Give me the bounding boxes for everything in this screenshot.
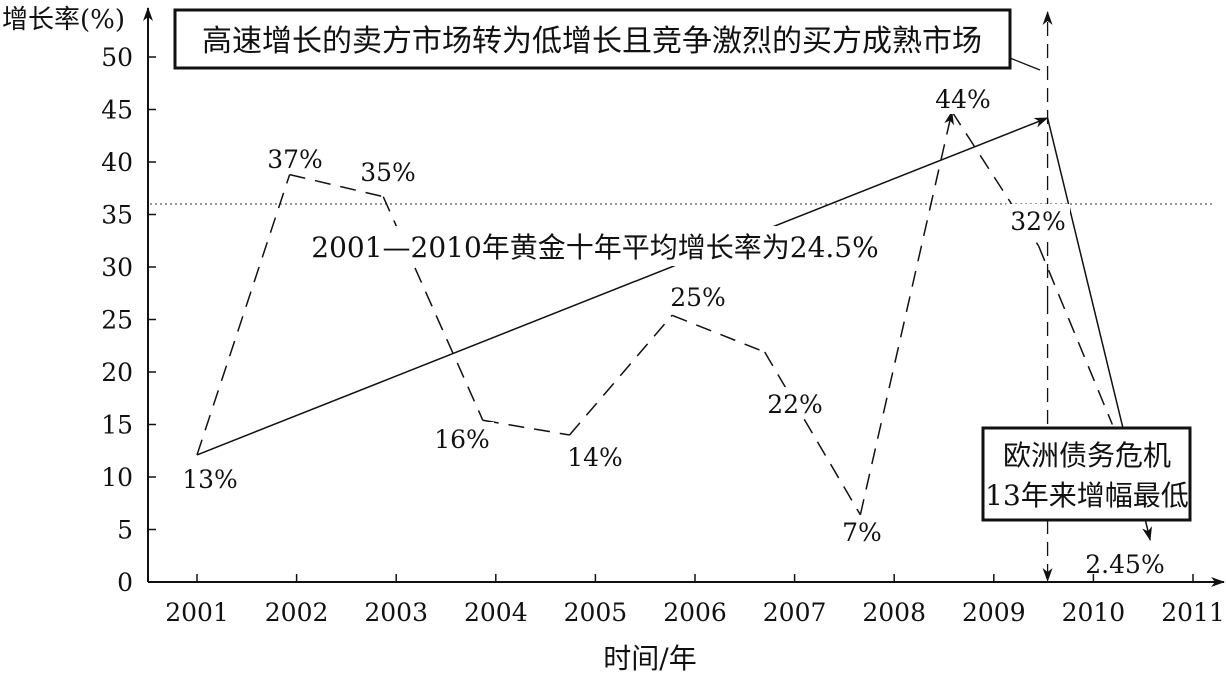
x-tick-label: 2002 [265, 598, 329, 627]
y-tick-label: 20 [101, 358, 133, 387]
x-tick-label: 2010 [1062, 598, 1126, 627]
chart-labels: 13% 37% 35% 16% 14% 25% 22% 7% 44% 32% 2.45% [178, 82, 1165, 579]
crisis-line1: 欧洲债务危机 [1003, 439, 1171, 472]
data-label: 13% [182, 465, 238, 494]
title-leader-line [1009, 57, 1041, 71]
data-label: 14% [567, 443, 623, 472]
axes: 0 5 10 15 20 25 30 35 40 45 50 2001 2002 2003 2004 2005… [101, 7, 1225, 627]
dashed-segment [671, 314, 765, 353]
chart-title: 高速增长的卖方市场转为低增长且竞争激烈的买方成熟市场 [202, 24, 982, 59]
x-tick-label: 2008 [862, 598, 926, 627]
data-label: 7% [842, 518, 882, 547]
data-label-bg [263, 142, 327, 174]
x-tick-label: 2003 [364, 598, 428, 627]
data-label: 35% [360, 158, 416, 187]
data-label-bg [563, 440, 627, 472]
y-tick-label: 50 [101, 43, 133, 72]
data-label-bg [931, 82, 995, 114]
average-annotation: 2001—2010年黄金十年平均增长率为24.5% [311, 231, 878, 264]
end-data-label: 2.45% [1085, 550, 1164, 579]
crisis-box [981, 426, 1192, 522]
data-label: 44% [935, 85, 991, 114]
data-label-bg [763, 387, 827, 419]
y-axis-label: 增长率(%) [2, 5, 125, 35]
dashed-segment [482, 419, 570, 436]
data-label-bg [1006, 204, 1070, 236]
x-tick-label: 2011 [1161, 598, 1225, 627]
y-tick-label: 5 [117, 516, 133, 545]
dashed-segment [568, 314, 673, 436]
trend-segment [196, 117, 1049, 456]
x-tick-label: 2005 [564, 598, 628, 627]
crisis-line2: 13年来增幅最低 [985, 479, 1189, 512]
data-label-bg [830, 515, 894, 547]
y-tick-label: 25 [101, 306, 133, 335]
x-tick-label: 2006 [663, 598, 727, 627]
y-tick-label: 30 [101, 253, 133, 282]
y-tick-label: 40 [101, 148, 133, 177]
data-label-bg [356, 155, 420, 187]
y-tick-label: 15 [101, 411, 133, 440]
data-label: 37% [267, 145, 323, 174]
dashed-segment [859, 110, 954, 515]
x-tick-label: 2009 [962, 598, 1026, 627]
dashed-segment [1037, 245, 1114, 425]
dashed-segment [764, 351, 861, 516]
x-tick-label: 2001 [165, 598, 229, 627]
data-label: 16% [434, 425, 490, 454]
title-box [173, 8, 1012, 70]
data-label-bg [666, 280, 730, 312]
y-tick-label: 0 [117, 568, 133, 597]
data-label: 22% [767, 390, 823, 419]
dashed-segment [289, 173, 384, 198]
y-tick-label: 35 [101, 201, 133, 230]
data-label: 25% [670, 283, 726, 312]
data-label-bg [430, 422, 494, 454]
y-tick-label: 10 [101, 463, 133, 492]
average-annotation-bg [300, 226, 890, 266]
x-tick-label: 2004 [464, 598, 528, 627]
dashed-segment [196, 174, 291, 456]
x-axis-label: 时间/年 [603, 642, 696, 675]
x-tick-label: 2007 [763, 598, 827, 627]
y-tick-label: 45 [101, 96, 133, 125]
data-label: 32% [1010, 207, 1066, 236]
data-label-bg [178, 462, 242, 494]
